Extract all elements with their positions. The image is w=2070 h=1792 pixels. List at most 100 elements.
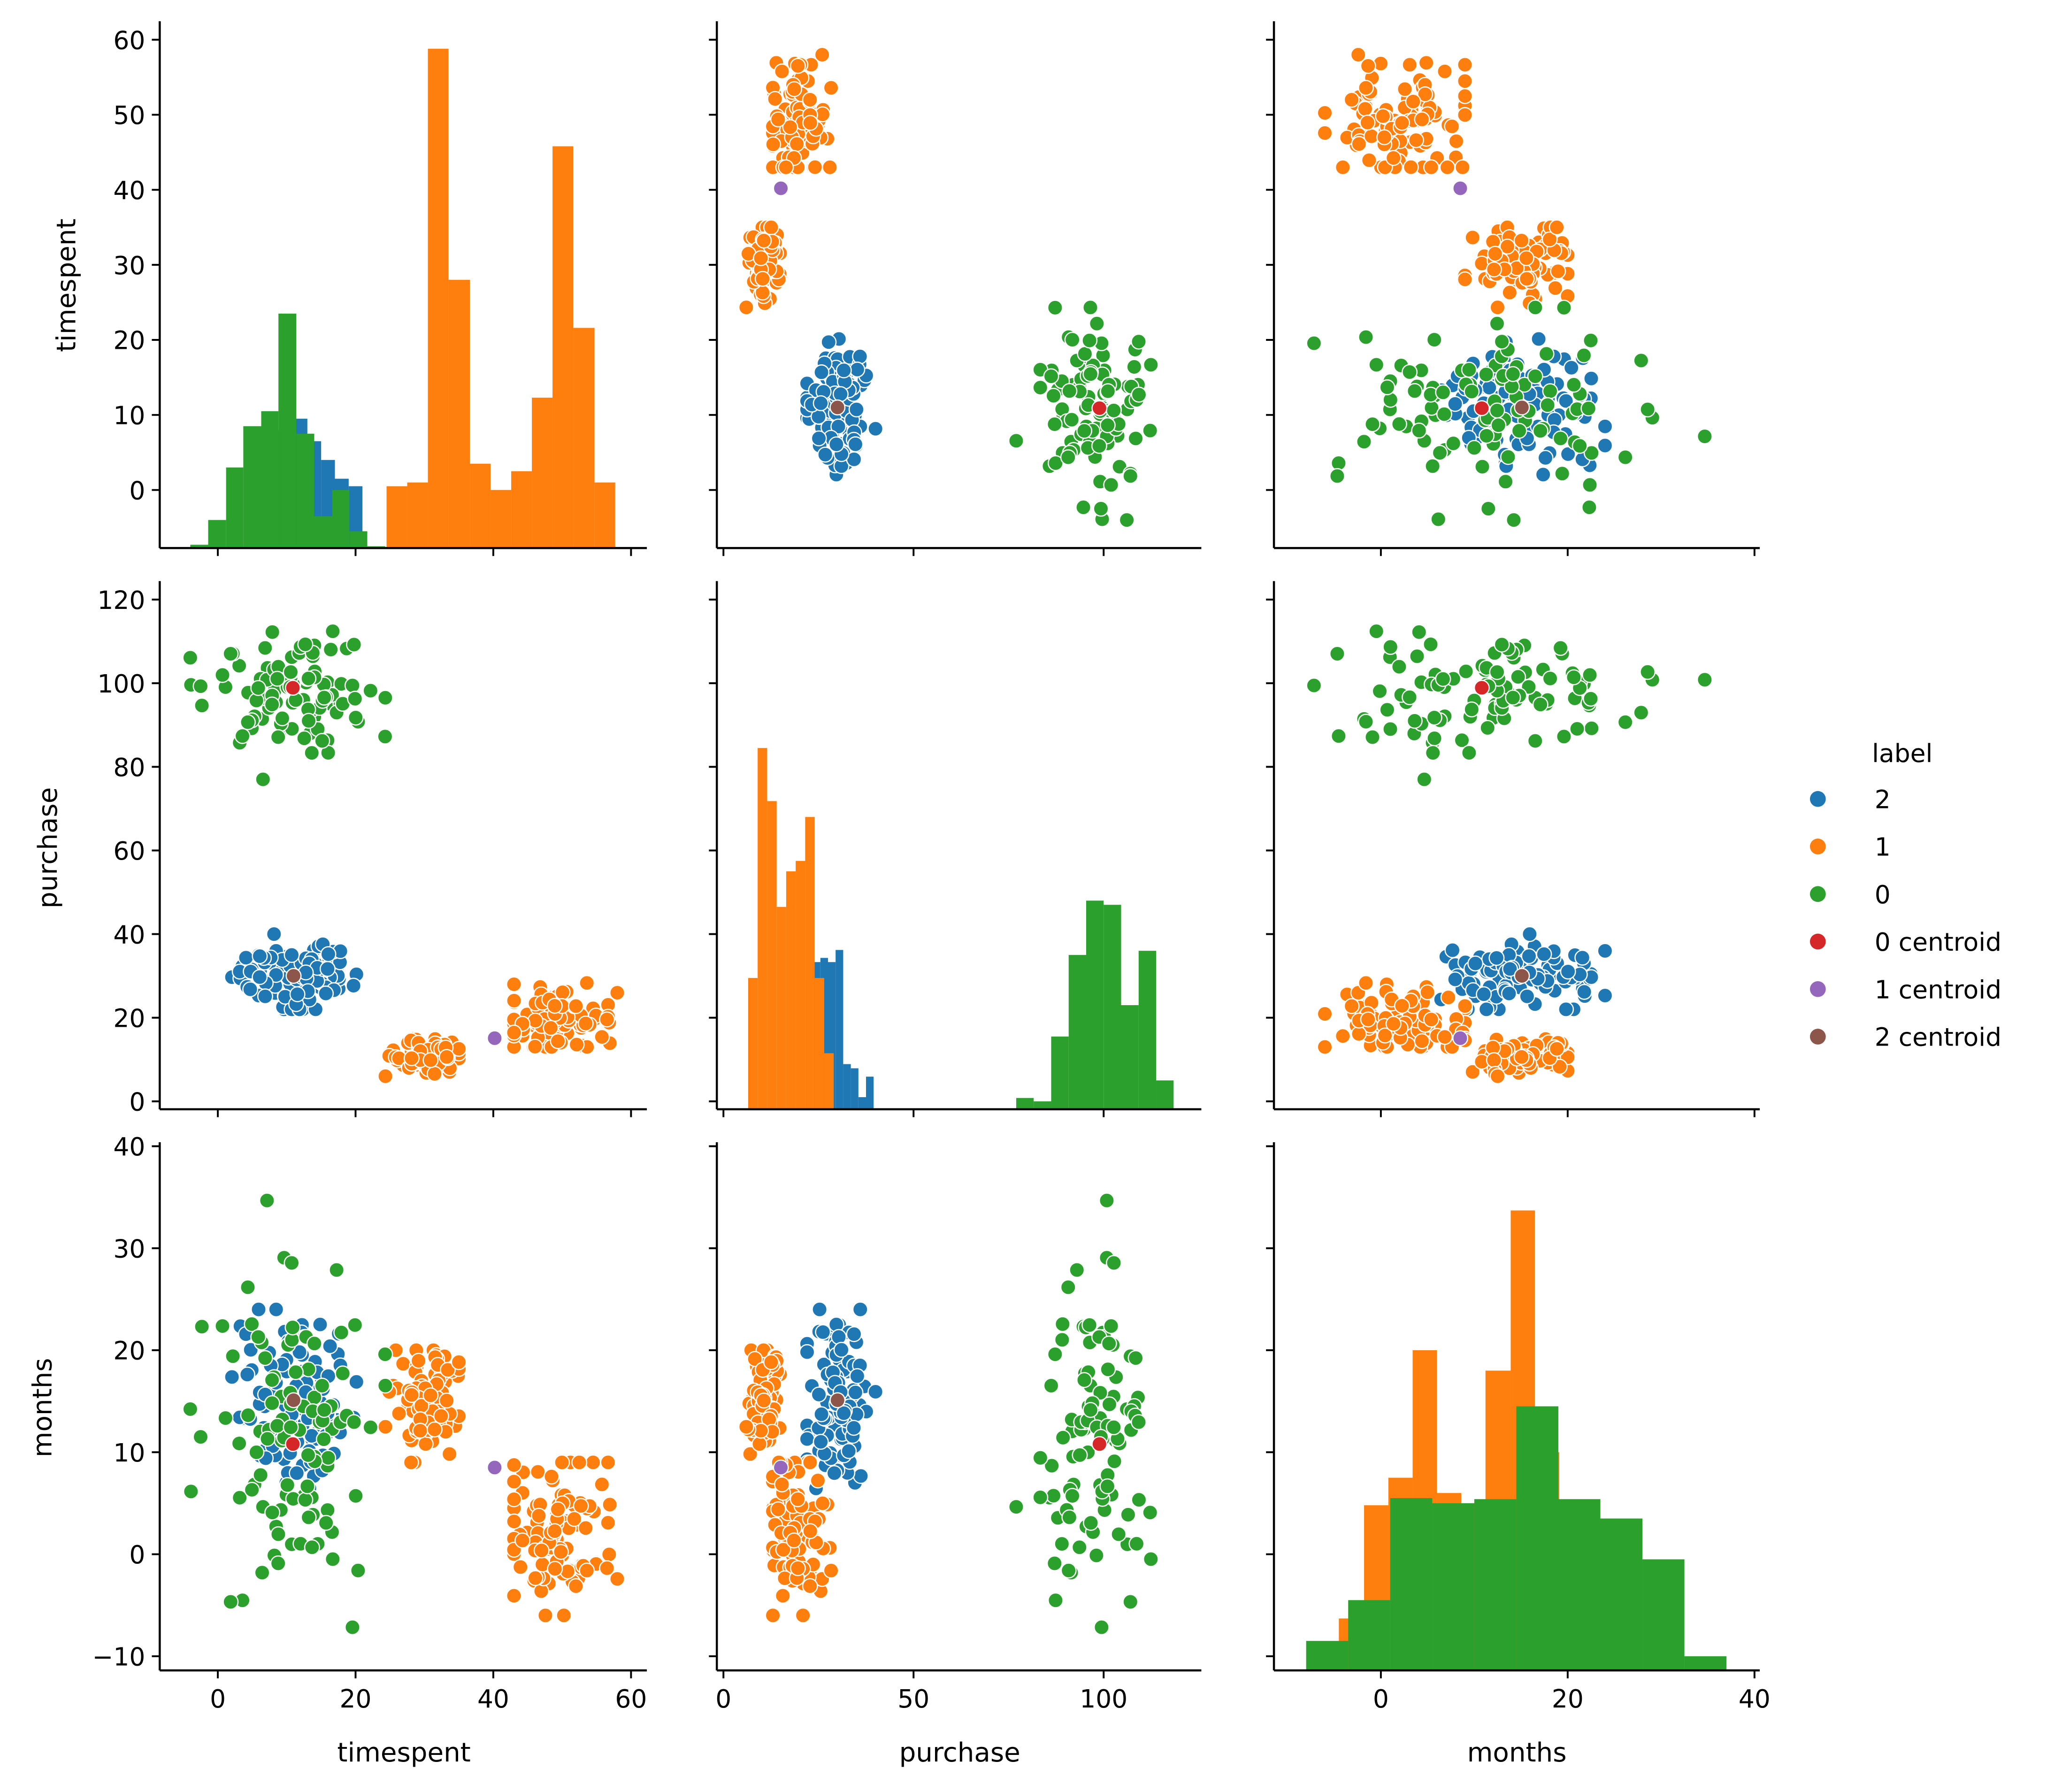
scatter-point-label-1 xyxy=(594,1029,610,1045)
x-tick-label: 0 xyxy=(1373,1684,1389,1714)
scatter-point-label-0 xyxy=(239,1279,256,1295)
scatter-point-label-0 xyxy=(1127,1350,1144,1366)
scatter-point-label-0 xyxy=(1480,720,1496,736)
scatter-point-label-0 xyxy=(1532,696,1549,713)
scatter-point-label-1 xyxy=(1317,105,1333,121)
scatter-point-label-2 xyxy=(813,1434,829,1450)
scatter-point-label-1 xyxy=(554,1454,570,1471)
scatter-point-label-0 xyxy=(1306,677,1322,694)
scatter-point-label-1 xyxy=(1317,1039,1333,1055)
scatter-point-label-0 xyxy=(1379,701,1395,718)
scatter-point-label-0 xyxy=(254,1564,270,1581)
scatter-point-label-1 xyxy=(403,1387,420,1403)
scatter-point-label-0 xyxy=(1436,406,1452,423)
scatter-point-label-1 xyxy=(786,81,802,97)
scatter-point-label-0 xyxy=(1064,411,1080,428)
scatter-point-label-0 xyxy=(183,1483,199,1500)
legend-marker-2 xyxy=(1809,791,1826,807)
scatter-point-label-0 xyxy=(182,1401,199,1417)
scatter-point-label-0 xyxy=(1569,721,1586,737)
scatter-point-label-1 xyxy=(1513,1049,1530,1065)
scatter-point-label-2 xyxy=(291,1344,308,1361)
scatter-point-label-0 xyxy=(1510,669,1526,685)
scatter-point-label-0 xyxy=(377,728,393,745)
scatter-point-label-1 xyxy=(594,1476,610,1492)
legend-entry-2: 2 xyxy=(1809,784,1891,814)
scatter-point-label-2 xyxy=(348,1374,365,1390)
scatter-point-label-2 xyxy=(1597,943,1613,959)
scatter-point-label-0 xyxy=(346,1414,362,1431)
scatter-point-label-0 xyxy=(1043,1458,1060,1474)
scatter-point-label-1 xyxy=(546,1523,563,1539)
y-tick-label: 20 xyxy=(113,1003,145,1033)
legend-entry-0-centroid: 0 centroid xyxy=(1809,927,2001,957)
legend: label 2 1 0 0 centroid 1 centroid 2 cent… xyxy=(1809,738,2001,1052)
scatter-point-label-0 xyxy=(283,664,299,680)
scatter-point-label-0 xyxy=(283,1419,299,1436)
scatter-point-label-0 xyxy=(222,1593,239,1610)
scatter-point-label-1 xyxy=(1454,159,1471,176)
hist-bar-label-0 xyxy=(332,490,350,548)
scatter-point-label-1 xyxy=(1375,108,1391,124)
scatter-point-label-0 xyxy=(1072,1447,1088,1463)
scatter-point-label-1 xyxy=(422,1052,439,1069)
scatter-point-label-2 xyxy=(852,1301,868,1318)
scatter-point-label-1 xyxy=(599,1560,615,1577)
hist-bar-label-1 xyxy=(796,861,805,1109)
scatter-point-label-1 xyxy=(1489,299,1506,315)
scatter-point-label-2 xyxy=(1481,379,1497,396)
scatter-point-label-0 xyxy=(335,1365,351,1382)
scatter-point-label-2 xyxy=(1560,446,1576,462)
scatter-point-label-0 xyxy=(217,1410,234,1426)
hist-bar-label-0 xyxy=(190,545,208,548)
scatter-point-label-0 xyxy=(1617,714,1633,731)
scatter-point-label-2 xyxy=(799,1344,815,1361)
hist-bar-label-0 xyxy=(1104,905,1121,1109)
scatter-point-label-0 xyxy=(297,1492,314,1508)
scatter-point-label-0 xyxy=(1126,359,1142,375)
scatter-point-label-0 xyxy=(347,1488,364,1504)
scatter-point-label-1 xyxy=(821,159,838,176)
scatter-point-label-0 xyxy=(1368,623,1385,639)
scatter-point-label-1 xyxy=(568,1037,585,1053)
scatter-point-label-1 xyxy=(802,115,819,131)
scatter-point-label-0 xyxy=(1091,438,1107,454)
scatter-point-label-0 xyxy=(1582,332,1599,349)
scatter-point-label-1 xyxy=(1317,1006,1333,1022)
scatter-point-label-0 xyxy=(1099,1478,1116,1494)
scatter-point-label-1 xyxy=(602,1496,618,1513)
scatter-point-label-1 xyxy=(530,1507,547,1524)
centroid-point-0-centroid xyxy=(284,1436,301,1452)
hist-bar-label-1 xyxy=(552,146,574,548)
centroid-point-0-centroid xyxy=(1473,680,1490,696)
hist-bar-label-1 xyxy=(448,280,470,548)
scatter-point-label-1 xyxy=(426,1421,443,1438)
scatter-point-label-2 xyxy=(826,1465,843,1481)
scatter-point-label-0 xyxy=(269,1418,285,1434)
scatter-point-label-1 xyxy=(738,299,754,315)
scatter-point-label-0 xyxy=(244,1316,260,1332)
scatter-point-label-0 xyxy=(231,1490,248,1506)
scatter-point-label-0 xyxy=(1060,1279,1076,1295)
x-axis-label-months: months xyxy=(1467,1738,1567,1768)
scatter-point-label-2 xyxy=(832,386,849,402)
scatter-point-label-0 xyxy=(1382,639,1399,655)
scatter-point-label-1 xyxy=(1464,1064,1481,1080)
scatter-point-label-1 xyxy=(506,1513,522,1530)
scatter-point-label-1 xyxy=(1377,1027,1393,1044)
scatter-point-label-2 xyxy=(1521,948,1537,964)
y-tick-label: 10 xyxy=(113,1438,145,1468)
scatter-point-label-1 xyxy=(807,159,823,176)
scatter-point-label-2 xyxy=(289,1465,305,1481)
scatter-point-label-1 xyxy=(567,998,584,1015)
scatter-point-label-0 xyxy=(1426,730,1443,746)
scatter-point-label-0 xyxy=(1494,333,1510,350)
scatter-point-label-0 xyxy=(316,1402,332,1418)
scatter-point-label-1 xyxy=(403,1050,420,1067)
scatter-point-label-0 xyxy=(297,636,314,653)
scatter-point-label-0 xyxy=(324,1551,341,1568)
y-tick-label: 0 xyxy=(129,1087,145,1117)
scatter-point-label-0 xyxy=(1556,300,1572,316)
scatter-point-label-1 xyxy=(802,1578,818,1594)
